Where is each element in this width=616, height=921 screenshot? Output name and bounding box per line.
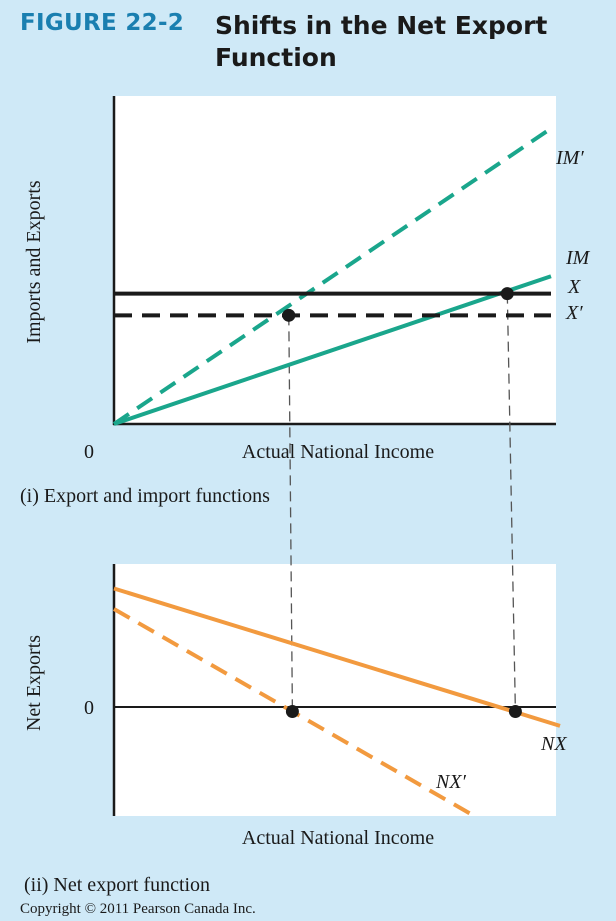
top-panel-caption: (i) Export and import functions (20, 485, 270, 507)
series-line-bottom-0 (113, 586, 561, 728)
bottom-y-axis-title: Net Exports (23, 635, 45, 731)
drop-line (506, 293, 517, 712)
label-nx: NX (540, 733, 567, 755)
top-x-tick-zero: 0 (84, 441, 94, 463)
panel-bottom-background (113, 564, 556, 816)
label-x: X (567, 276, 581, 298)
copyright-text: Copyright © 2011 Pearson Canada Inc. (20, 901, 256, 917)
bottom-y-tick-zero: 0 (84, 697, 94, 719)
intersection-marker-bottom-0 (285, 705, 299, 718)
figure-label: FIGURE 22-2 (20, 10, 185, 36)
bottom-x-axis-title: Actual National Income (242, 827, 434, 849)
label-nx-prime: NX′ (435, 771, 467, 793)
series-line-top-0 (112, 126, 553, 426)
panel-top-background (113, 96, 556, 424)
bottom-panel-caption: (ii) Net export function (24, 874, 210, 896)
series-line-top-1 (113, 274, 552, 426)
top-x-axis-title: Actual National Income (242, 441, 434, 463)
top-y-axis-title: Imports and Exports (23, 180, 45, 344)
label-x-prime: X′ (565, 302, 583, 324)
figure-title: Shifts in the Net Export Function (215, 11, 548, 72)
intersection-marker-bottom-1 (508, 705, 522, 718)
intersection-marker-top-0 (282, 308, 296, 322)
intersection-marker-top-1 (500, 287, 514, 301)
label-im: IM (565, 247, 591, 269)
drop-line (288, 315, 294, 712)
label-im-prime: IM′ (555, 147, 584, 169)
